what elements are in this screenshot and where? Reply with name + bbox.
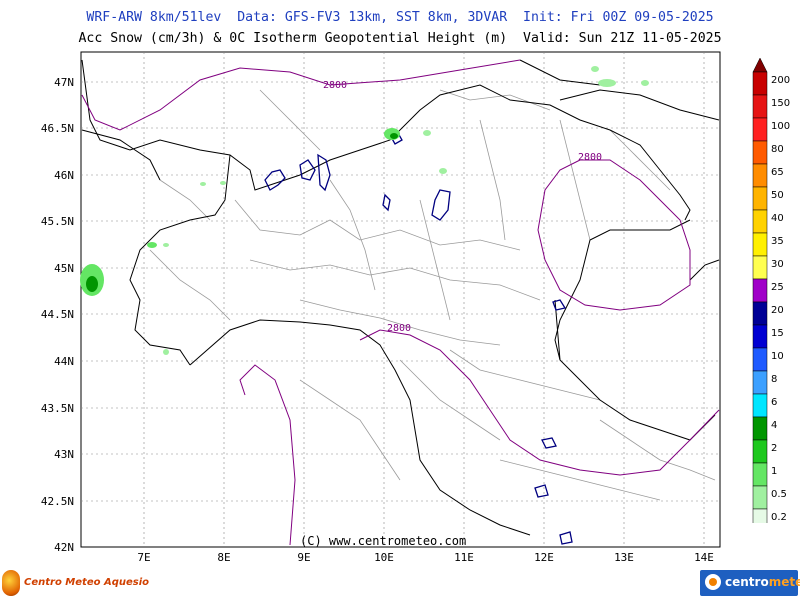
lat-label: 45.5N <box>40 215 74 228</box>
colorbar-label: 40 <box>771 213 784 224</box>
lon-label: 8E <box>217 551 231 564</box>
colorbar-swatch <box>752 209 768 234</box>
centrometeo-logo[interactable]: centrometeo <box>700 570 800 596</box>
snow-accumulation <box>80 66 649 355</box>
colorbar-label: 15 <box>771 328 784 339</box>
lon-label: 12E <box>534 551 554 564</box>
lon-label: 10E <box>374 551 394 564</box>
colorbar-swatch <box>752 324 768 349</box>
logo-sun-icon <box>705 574 721 590</box>
colorbar-swatch <box>752 347 768 372</box>
lon-label: 9E <box>297 551 311 564</box>
colorbar-label: 2 <box>771 443 778 454</box>
colorbar-swatch <box>752 71 768 96</box>
lake-albano <box>559 531 573 545</box>
logo-right-text: centrometeo <box>725 575 800 589</box>
lake-lugano <box>299 159 316 181</box>
lake-bolsena <box>541 437 557 449</box>
colorbar-label: 30 <box>771 259 784 270</box>
centro-meteo-aquesio-logo: Centro Meteo Aquesio <box>2 570 149 598</box>
contour-label: 2800 <box>323 80 348 91</box>
colorbar-label: 10 <box>771 351 784 362</box>
lon-label: 7E <box>137 551 151 564</box>
colorbar-label: 35 <box>771 236 784 247</box>
colorbar-swatch <box>752 163 768 188</box>
colorbar-swatch <box>752 508 768 523</box>
colorbar-label: 150 <box>771 98 791 109</box>
colorbar <box>752 58 768 523</box>
logo-globe-icon <box>2 570 20 596</box>
colorbar-arrow <box>752 58 768 73</box>
copyright-text: (C) www.centrometeo.com <box>300 534 467 548</box>
lake-maggiore <box>264 169 286 191</box>
lon-label: 13E <box>614 551 634 564</box>
lake-bracciano <box>534 484 549 498</box>
colorbar-label: 100 <box>771 121 791 132</box>
colorbar-label: 50 <box>771 190 784 201</box>
colorbar-swatch <box>752 255 768 280</box>
colorbar-swatch <box>752 232 768 257</box>
colorbar-swatch <box>752 140 768 165</box>
colorbar-label: 0.2 <box>771 512 787 523</box>
colorbar-swatch <box>752 117 768 142</box>
colorbar-swatch <box>752 370 768 395</box>
lake-como <box>317 153 331 192</box>
header-title-line2: Acc Snow (cm/3h) & 0C Isotherm Geopotent… <box>78 31 722 46</box>
isotherm-contours <box>81 59 720 546</box>
colorbar-swatch <box>752 462 768 487</box>
regional-boundaries <box>149 89 716 501</box>
colorbar-label: 0.5 <box>771 489 787 500</box>
coastline <box>189 219 720 536</box>
lat-label: 45N <box>54 262 74 275</box>
colorbar-label: 1 <box>771 466 778 477</box>
colorbar-swatch <box>752 485 768 510</box>
colorbar-label: 80 <box>771 144 784 155</box>
lat-label: 42N <box>54 541 74 554</box>
lon-label: 14E <box>694 551 714 564</box>
lat-label: 43N <box>54 448 74 461</box>
colorbar-label: 65 <box>771 167 784 178</box>
lake-iseo <box>382 193 391 212</box>
lat-label: 46.5N <box>40 122 74 135</box>
lat-label: 42.5N <box>40 495 74 508</box>
lat-label: 44.5N <box>40 308 74 321</box>
colorbar-label: 200 <box>771 75 791 86</box>
colorbar-label: 8 <box>771 374 778 385</box>
colorbar-swatch <box>752 439 768 464</box>
lat-label: 43.5N <box>40 402 74 415</box>
colorbar-swatch <box>752 278 768 303</box>
colorbar-swatch <box>752 393 768 418</box>
lon-label: 11E <box>454 551 474 564</box>
header-title-line1: WRF-ARW 8km/51lev Data: GFS-FV3 13km, SS… <box>86 10 714 25</box>
colorbar-swatch <box>752 94 768 119</box>
lat-label: 46N <box>54 169 74 182</box>
lake-trasimeno <box>552 299 567 311</box>
contour-label: 2800 <box>578 152 603 163</box>
colorbar-label: 20 <box>771 305 784 316</box>
lat-label: 47N <box>54 76 74 89</box>
contour-label: 2800 <box>387 323 412 334</box>
colorbar-label: 4 <box>771 420 778 431</box>
lake-garda <box>431 189 451 221</box>
colorbar-swatch <box>752 301 768 326</box>
colorbar-swatch <box>752 186 768 211</box>
logo-left-text: Centro Meteo Aquesio <box>24 577 149 588</box>
colorbar-label: 6 <box>771 397 778 408</box>
lat-label: 44N <box>54 355 74 368</box>
colorbar-label: 25 <box>771 282 784 293</box>
map-frame <box>80 51 721 548</box>
national-borders <box>81 59 720 366</box>
colorbar-swatch <box>752 416 768 441</box>
